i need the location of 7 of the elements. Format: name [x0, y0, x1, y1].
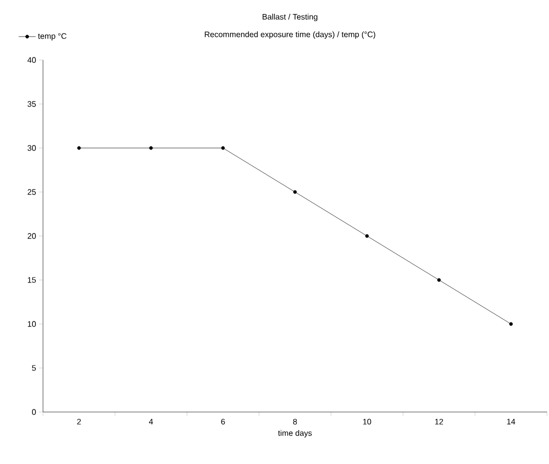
- point: [77, 146, 81, 150]
- point: [437, 278, 441, 282]
- point: [509, 322, 513, 326]
- point: [221, 146, 225, 150]
- point: [365, 234, 369, 238]
- point: [293, 190, 297, 194]
- point: [149, 146, 153, 150]
